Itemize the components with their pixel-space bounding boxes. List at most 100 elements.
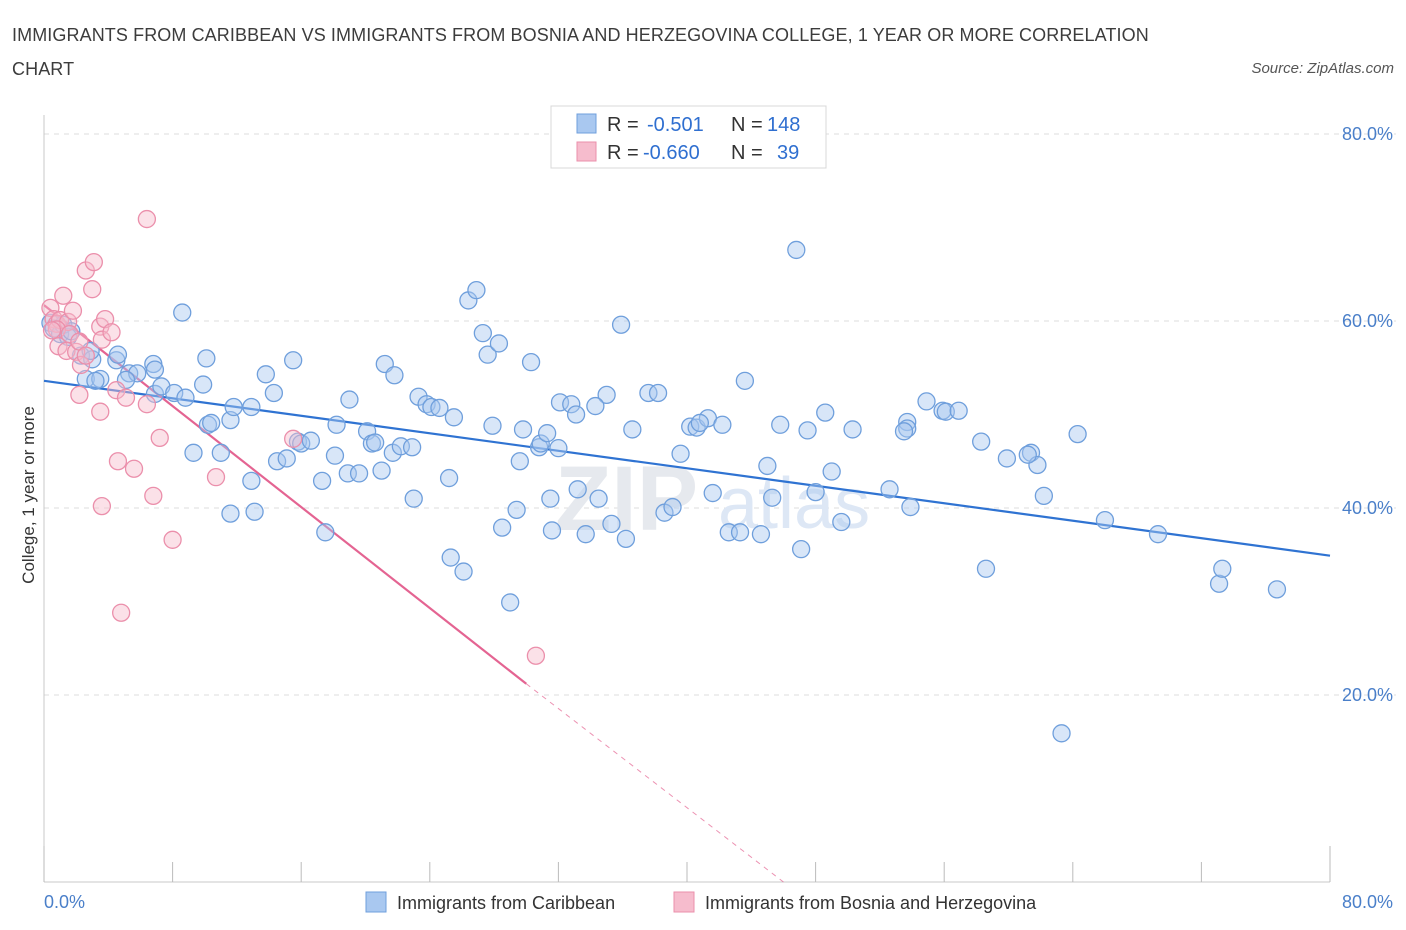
point-bosnia xyxy=(41,298,60,318)
y-tick-label-20: 20.0% xyxy=(1342,685,1393,705)
point-caribbean xyxy=(325,446,345,465)
trend-lines xyxy=(43,304,1331,883)
point-caribbean xyxy=(1209,574,1229,593)
point-caribbean xyxy=(562,395,581,414)
point-caribbean xyxy=(816,403,835,422)
point-caribbean xyxy=(128,364,147,383)
stats-swatch-blue xyxy=(576,113,597,134)
point-caribbean xyxy=(184,443,203,462)
stats-r-label-1: R = xyxy=(607,114,639,136)
point-caribbean xyxy=(473,324,492,343)
point-bosnia xyxy=(83,280,102,299)
point-bosnia xyxy=(42,321,62,340)
source-label: Source: ZipAtlas.com xyxy=(1251,60,1394,77)
point-caribbean xyxy=(467,280,486,300)
y-axis-title: College, 1 year or more xyxy=(19,406,38,584)
point-caribbean xyxy=(165,383,184,403)
point-caribbean xyxy=(1034,486,1054,505)
point-caribbean xyxy=(537,424,557,443)
tick-labels: 20.0% 40.0% 60.0% 80.0% 0.0% 80.0% xyxy=(44,124,1393,912)
stats-n-label-1: N = xyxy=(731,114,763,136)
point-caribbean xyxy=(681,417,700,436)
point-caribbean xyxy=(489,334,509,353)
point-caribbean xyxy=(568,480,587,499)
point-caribbean xyxy=(316,523,335,542)
point-caribbean xyxy=(976,559,996,578)
point-bosnia xyxy=(112,603,131,622)
point-caribbean xyxy=(623,420,642,439)
point-caribbean xyxy=(787,240,806,260)
point-caribbean xyxy=(173,303,192,322)
point-caribbean xyxy=(242,397,261,417)
point-caribbean xyxy=(713,415,732,434)
stats-n-label-2: N = xyxy=(731,142,763,164)
point-caribbean xyxy=(586,396,605,416)
point-caribbean xyxy=(198,415,218,434)
point-caribbean xyxy=(312,471,332,491)
point-caribbean xyxy=(703,483,722,503)
point-caribbean xyxy=(245,502,264,521)
point-caribbean xyxy=(365,433,385,452)
stats-r-value-1: -0.501 xyxy=(647,114,704,136)
point-caribbean xyxy=(441,548,460,567)
point-bosnia xyxy=(92,496,112,516)
point-caribbean xyxy=(771,415,790,434)
point-caribbean xyxy=(521,352,541,372)
point-caribbean xyxy=(483,416,502,435)
point-bosnia xyxy=(76,346,95,365)
point-caribbean xyxy=(531,434,550,453)
point-caribbean xyxy=(589,489,608,508)
point-caribbean xyxy=(690,413,710,433)
point-bosnia xyxy=(206,467,226,487)
axes xyxy=(43,115,1331,883)
point-caribbean xyxy=(284,351,303,370)
point-bosnia xyxy=(84,252,103,272)
point-caribbean xyxy=(663,497,682,517)
point-caribbean xyxy=(751,525,771,544)
point-bosnia xyxy=(124,459,144,478)
point-bosnia xyxy=(108,452,128,471)
point-caribbean xyxy=(597,385,616,405)
point-caribbean xyxy=(730,523,750,542)
point-caribbean xyxy=(806,482,825,502)
point-caribbean xyxy=(513,420,533,439)
point-caribbean xyxy=(576,525,595,544)
chart-title: IMMIGRANTS FROM CARIBBEAN VS IMMIGRANTS … xyxy=(12,25,1149,79)
point-caribbean xyxy=(735,371,755,390)
trend-line-bosnia xyxy=(43,304,527,685)
point-caribbean xyxy=(1068,424,1087,444)
trend-line-caribbean xyxy=(43,379,1331,557)
point-caribbean xyxy=(256,365,275,384)
point-bosnia xyxy=(60,324,79,344)
point-caribbean xyxy=(822,462,841,481)
point-caribbean xyxy=(327,415,346,434)
point-caribbean xyxy=(671,444,690,463)
point-bosnia xyxy=(102,323,121,342)
x-tick-label-min: 0.0% xyxy=(44,892,85,912)
stats-legend: R = -0.501 N = 148 R = -0.660 N = 39 xyxy=(550,105,827,169)
point-bosnia xyxy=(116,388,136,407)
point-caribbean xyxy=(501,593,520,612)
point-caribbean xyxy=(288,432,308,451)
point-caribbean xyxy=(86,371,105,390)
point-caribbean xyxy=(430,398,449,418)
stats-n-value-1: 148 xyxy=(767,114,800,136)
point-caribbean xyxy=(211,443,230,462)
point-caribbean xyxy=(1052,724,1071,743)
point-bosnia xyxy=(63,301,83,320)
point-caribbean xyxy=(898,419,917,438)
point-caribbean xyxy=(798,421,817,440)
point-caribbean xyxy=(404,489,423,508)
point-bosnia xyxy=(54,286,73,305)
point-caribbean xyxy=(439,468,459,488)
point-caribbean xyxy=(566,405,586,424)
point-caribbean xyxy=(492,518,512,537)
watermark-atlas: atlas xyxy=(718,464,870,544)
point-caribbean xyxy=(197,349,216,368)
point-caribbean xyxy=(949,401,968,420)
point-caribbean xyxy=(917,392,936,411)
point-caribbean xyxy=(616,529,636,549)
point-caribbean xyxy=(444,408,464,427)
point-caribbean xyxy=(402,438,422,457)
